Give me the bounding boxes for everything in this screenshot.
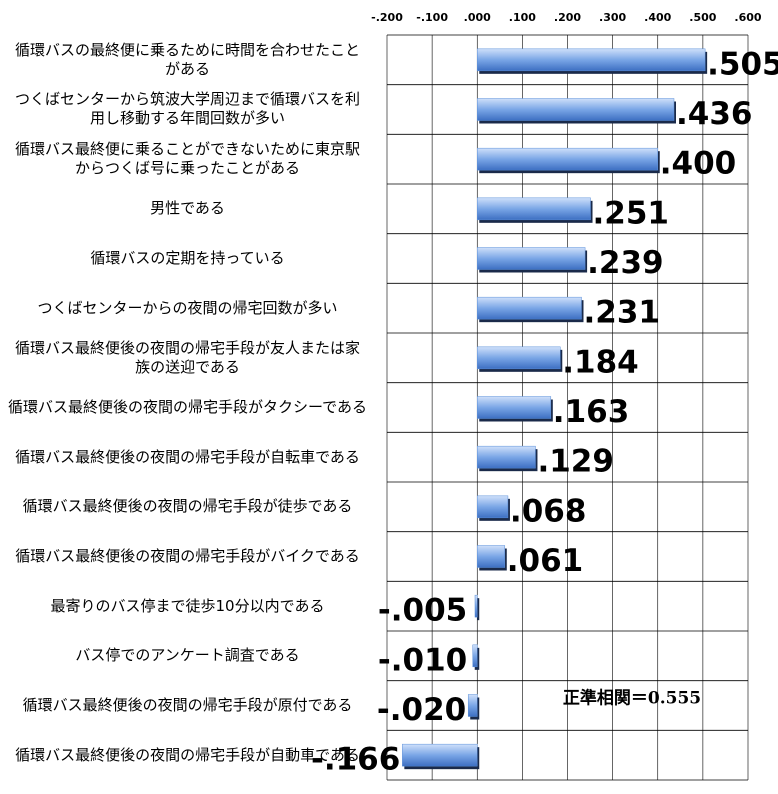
bar bbox=[477, 495, 509, 519]
data-label: .061 bbox=[507, 543, 584, 579]
category-label: 循環バスの最終便に乗るために時間を合わせたことがある bbox=[14, 40, 360, 78]
bar bbox=[477, 48, 706, 72]
category-label: 循環バス最終便後の夜間の帰宅手段が原付である bbox=[22, 695, 353, 714]
data-label: .436 bbox=[676, 96, 753, 132]
category-label: 最寄りのバス停まで徒歩10分以内である bbox=[50, 596, 325, 615]
category-label: 循環バス最終便後の夜間の帰宅手段が徒歩である bbox=[22, 497, 353, 516]
data-label: .184 bbox=[562, 344, 639, 380]
data-label: .231 bbox=[583, 295, 660, 331]
bar bbox=[477, 545, 506, 568]
data-label: .251 bbox=[593, 195, 670, 231]
data-label: -.166 bbox=[311, 742, 400, 778]
bar bbox=[474, 594, 478, 618]
bar bbox=[402, 743, 478, 767]
data-label: .400 bbox=[660, 146, 737, 182]
category-label: つくばセンターからの夜間の帰宅回数が多い bbox=[37, 298, 338, 317]
bar bbox=[477, 197, 591, 221]
x-tick-label: .400 bbox=[644, 11, 671, 24]
data-label: -.020 bbox=[377, 692, 466, 728]
annotation: 正準相関＝0.555 bbox=[563, 688, 701, 709]
x-tick-label: .500 bbox=[689, 11, 716, 24]
category-label: 循環バス最終便後の夜間の帰宅手段が友人または家族の送迎である bbox=[14, 338, 360, 376]
category-label: つくばセンターから筑波大学周辺まで循環バスを利用し移動する年間回数が多い bbox=[14, 90, 360, 128]
data-label: .163 bbox=[553, 394, 630, 430]
x-tick-label: -.200 bbox=[371, 11, 403, 24]
category-label: 循環バス最終便後の夜間の帰宅手段が自転車である bbox=[15, 447, 360, 466]
x-tick-label: -.100 bbox=[416, 11, 448, 24]
category-label: 循環バスの定期を持っている bbox=[90, 248, 285, 267]
bar bbox=[477, 147, 658, 171]
x-tick-label: .300 bbox=[599, 11, 626, 24]
bar bbox=[477, 247, 586, 270]
category-label: 循環バス最終便後の夜間の帰宅手段がタクシーである bbox=[8, 397, 367, 416]
bar-shadow bbox=[476, 598, 480, 621]
x-tick-label: .600 bbox=[734, 11, 761, 24]
bar bbox=[477, 346, 561, 370]
x-tick-label: .200 bbox=[554, 11, 581, 24]
data-label: .129 bbox=[537, 444, 614, 480]
category-label: 循環バス最終便に乗ることができないために東京駅からつくば号に乗ったことがある bbox=[14, 140, 360, 178]
category-label: 男性である bbox=[150, 199, 225, 218]
bar bbox=[477, 98, 675, 121]
category-label: 循環バス最終便後の夜間の帰宅手段が自動車である bbox=[15, 745, 360, 764]
data-label: -.005 bbox=[378, 593, 467, 629]
x-tick-label: .100 bbox=[509, 11, 536, 24]
bar bbox=[472, 644, 478, 668]
bar bbox=[477, 396, 552, 419]
category-label: 循環バス最終便後の夜間の帰宅手段がバイクである bbox=[15, 546, 360, 565]
x-tick-label: .000 bbox=[464, 11, 491, 24]
data-label: -.010 bbox=[378, 642, 467, 678]
data-label: .239 bbox=[587, 245, 664, 281]
data-label: .505 bbox=[707, 46, 778, 82]
category-label: バス停でのアンケート調査である bbox=[75, 646, 300, 665]
bar bbox=[467, 694, 478, 717]
bar bbox=[477, 445, 536, 469]
data-label: .068 bbox=[510, 493, 587, 529]
bar bbox=[477, 296, 582, 320]
